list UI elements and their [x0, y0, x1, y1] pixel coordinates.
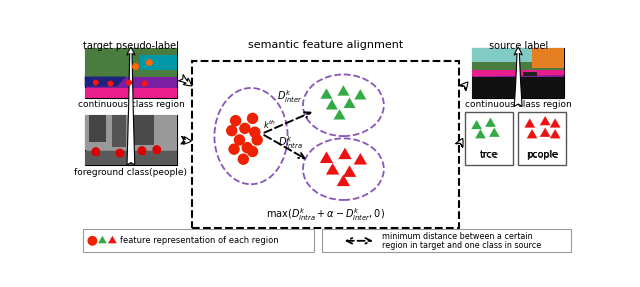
- Polygon shape: [337, 174, 350, 186]
- FancyBboxPatch shape: [84, 115, 177, 164]
- Text: trce: trce: [479, 150, 499, 160]
- Text: minimum distance between a certain: minimum distance between a certain: [382, 232, 532, 241]
- FancyBboxPatch shape: [113, 115, 126, 147]
- Text: $D^k_{intra}$: $D^k_{intra}$: [278, 135, 303, 152]
- Polygon shape: [108, 236, 116, 243]
- Circle shape: [153, 146, 161, 153]
- Circle shape: [248, 146, 257, 156]
- Polygon shape: [333, 109, 346, 119]
- FancyBboxPatch shape: [84, 115, 177, 150]
- Polygon shape: [326, 163, 339, 174]
- Circle shape: [240, 123, 250, 133]
- FancyBboxPatch shape: [117, 153, 123, 157]
- Polygon shape: [489, 128, 500, 137]
- Text: continuous class region: continuous class region: [465, 100, 572, 109]
- Polygon shape: [540, 116, 550, 125]
- Circle shape: [108, 81, 113, 86]
- Circle shape: [143, 81, 147, 86]
- Circle shape: [252, 135, 262, 145]
- FancyBboxPatch shape: [154, 150, 159, 154]
- Polygon shape: [524, 118, 535, 128]
- Polygon shape: [550, 129, 561, 138]
- Polygon shape: [321, 88, 333, 99]
- FancyBboxPatch shape: [322, 229, 572, 252]
- Text: semantic feature alignment: semantic feature alignment: [248, 40, 403, 50]
- Circle shape: [138, 147, 146, 154]
- Polygon shape: [540, 128, 550, 137]
- Circle shape: [132, 64, 138, 69]
- Polygon shape: [344, 98, 356, 108]
- Circle shape: [242, 143, 252, 153]
- Circle shape: [116, 149, 124, 157]
- Text: feature representation of each region: feature representation of each region: [120, 236, 279, 245]
- Polygon shape: [472, 70, 564, 77]
- FancyBboxPatch shape: [83, 229, 314, 252]
- FancyBboxPatch shape: [90, 115, 106, 142]
- Polygon shape: [550, 118, 561, 128]
- Polygon shape: [527, 129, 538, 138]
- Text: target pseudo-label: target pseudo-label: [83, 40, 179, 51]
- Polygon shape: [339, 148, 351, 159]
- Polygon shape: [485, 118, 496, 127]
- FancyBboxPatch shape: [84, 48, 177, 98]
- FancyBboxPatch shape: [472, 48, 564, 70]
- FancyBboxPatch shape: [523, 71, 537, 75]
- Circle shape: [88, 236, 97, 245]
- FancyBboxPatch shape: [131, 115, 154, 145]
- FancyBboxPatch shape: [84, 48, 177, 77]
- FancyBboxPatch shape: [465, 112, 513, 164]
- FancyBboxPatch shape: [518, 112, 566, 164]
- Text: $D^k_{inter}$: $D^k_{inter}$: [277, 88, 303, 105]
- Circle shape: [229, 144, 239, 154]
- Polygon shape: [472, 77, 564, 98]
- Polygon shape: [354, 153, 367, 164]
- Text: pcople: pcople: [527, 150, 557, 159]
- Polygon shape: [326, 99, 338, 110]
- Circle shape: [238, 154, 248, 164]
- Text: foreground class(people): foreground class(people): [74, 168, 188, 177]
- Text: pcople: pcople: [526, 150, 558, 160]
- Polygon shape: [343, 165, 356, 177]
- Text: source label: source label: [488, 40, 548, 51]
- Polygon shape: [337, 85, 349, 96]
- Circle shape: [227, 126, 237, 136]
- Circle shape: [147, 60, 152, 65]
- FancyBboxPatch shape: [472, 48, 564, 98]
- Text: $k^{th}$: $k^{th}$: [263, 119, 276, 131]
- Text: trce: trce: [480, 150, 498, 159]
- Text: region in target and one class in source: region in target and one class in source: [382, 241, 541, 250]
- FancyBboxPatch shape: [532, 48, 564, 67]
- Polygon shape: [98, 236, 107, 243]
- Polygon shape: [471, 120, 482, 129]
- Circle shape: [250, 127, 260, 137]
- FancyBboxPatch shape: [139, 151, 145, 155]
- Circle shape: [230, 116, 241, 126]
- FancyBboxPatch shape: [93, 152, 99, 156]
- Polygon shape: [355, 89, 366, 100]
- FancyBboxPatch shape: [140, 55, 177, 70]
- Text: continuous class region: continuous class region: [77, 100, 184, 109]
- Polygon shape: [475, 129, 486, 138]
- Circle shape: [234, 135, 244, 145]
- Circle shape: [248, 113, 257, 123]
- Circle shape: [92, 148, 99, 155]
- Circle shape: [127, 80, 131, 85]
- Text: max$(D^k_{intra} + \alpha - D^k_{inter}, 0)$: max$(D^k_{intra} + \alpha - D^k_{inter},…: [266, 206, 385, 223]
- Polygon shape: [320, 152, 333, 163]
- FancyBboxPatch shape: [472, 48, 532, 61]
- FancyBboxPatch shape: [84, 151, 177, 164]
- Polygon shape: [84, 77, 126, 87]
- FancyBboxPatch shape: [84, 88, 177, 98]
- Circle shape: [93, 80, 98, 85]
